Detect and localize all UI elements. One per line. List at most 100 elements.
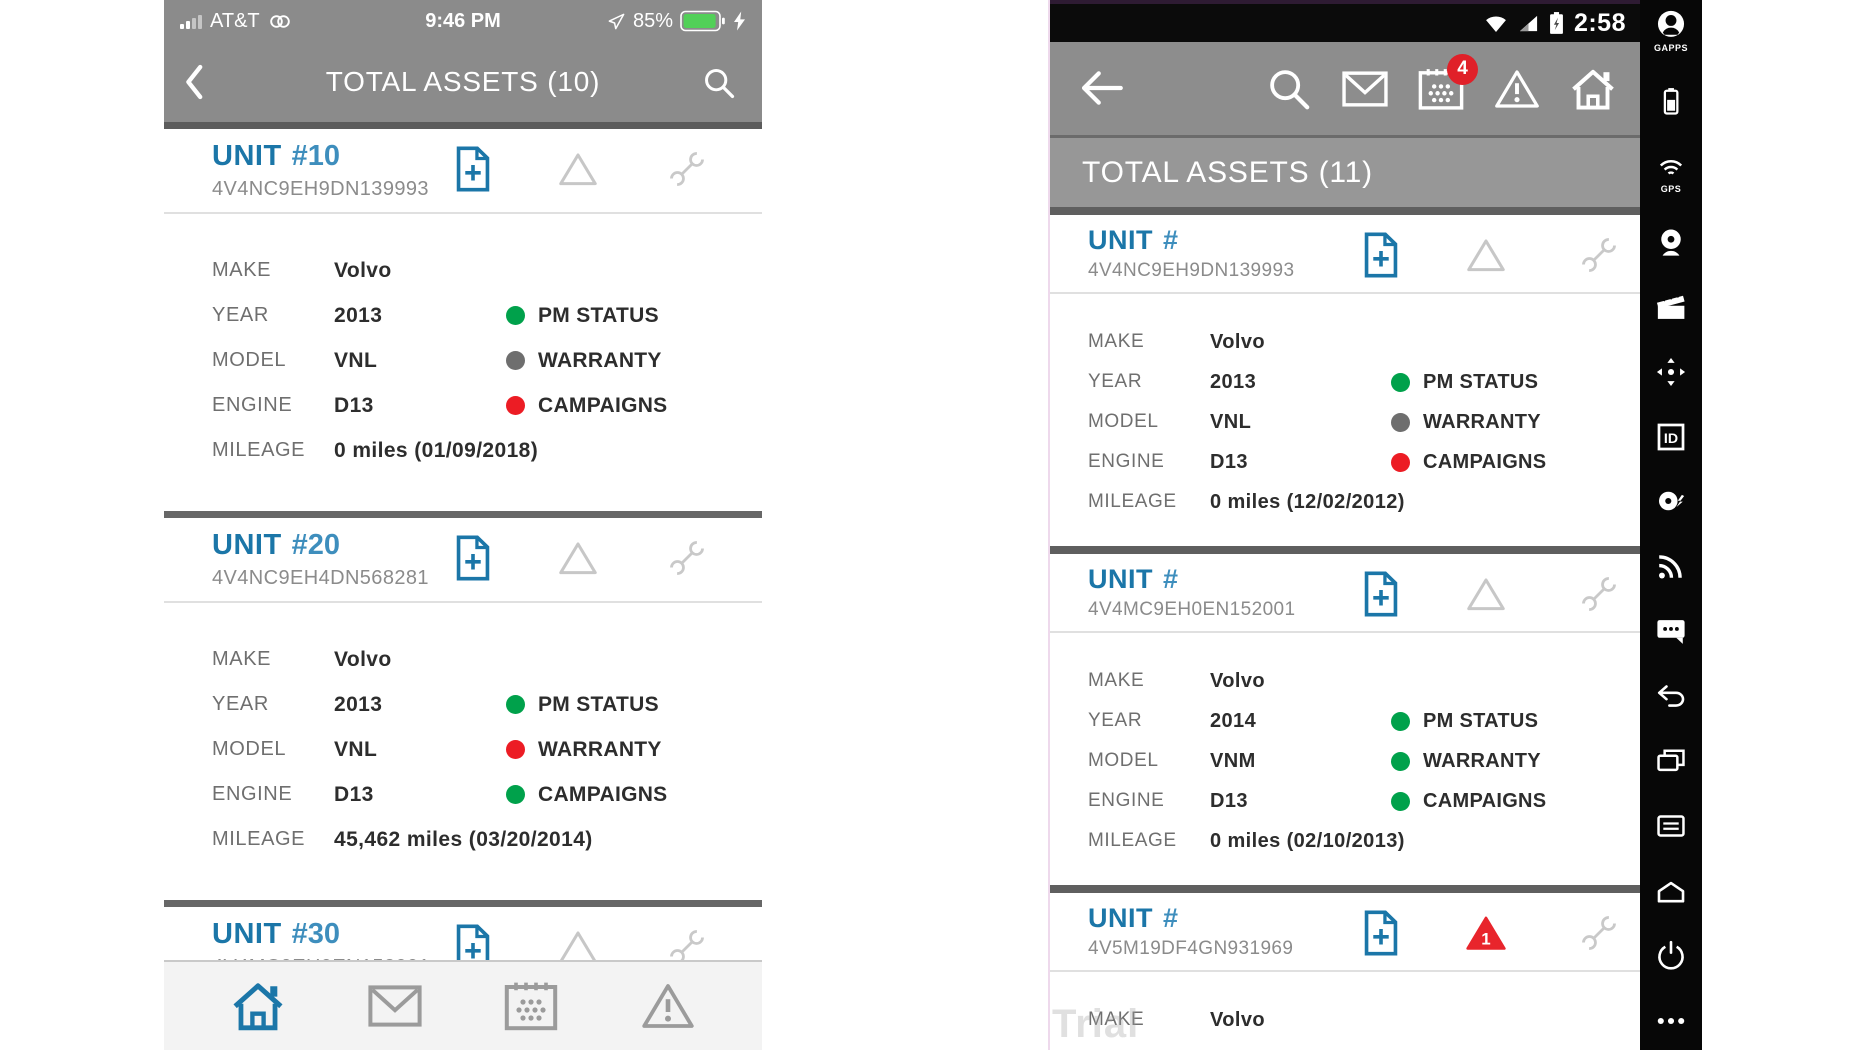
field-label: ENGINE	[1088, 451, 1165, 472]
add-document-icon[interactable]	[450, 532, 496, 584]
status-indicator: CAMPAIGNS	[506, 783, 748, 807]
back-button[interactable]	[1080, 69, 1126, 109]
status-label: WARRANTY	[1423, 410, 1541, 433]
field-label: YEAR	[212, 304, 269, 326]
search-button[interactable]	[1266, 66, 1312, 112]
field-value: 2013	[1210, 370, 1257, 393]
unit-number: #30	[291, 918, 341, 950]
gapps-icon[interactable]: GAPPS	[1654, 8, 1688, 53]
field-label: MILEAGE	[212, 439, 306, 461]
android-status-bar: 2:58	[1050, 4, 1640, 42]
card-separator	[164, 900, 762, 907]
divider	[1050, 631, 1640, 633]
status-label: CAMPAIGNS	[1423, 450, 1547, 473]
field-value: VNL	[1210, 410, 1252, 433]
alerts-tab-icon[interactable]	[641, 979, 695, 1033]
field-label: MAKE	[212, 259, 272, 281]
status-label: WARRANTY	[1423, 749, 1541, 772]
service-wrench-icon[interactable]	[1576, 568, 1622, 620]
status-indicator: PM STATUS	[1391, 710, 1626, 733]
calendar-tab-icon[interactable]	[504, 979, 558, 1033]
add-document-icon[interactable]	[1358, 229, 1404, 281]
unit-header[interactable]: UNIT #20 4V4NC9EH4DN568281	[164, 518, 762, 601]
status-indicator: PM STATUS	[506, 304, 748, 328]
field-value: 0 miles (12/02/2012)	[1210, 490, 1405, 513]
gps-icon[interactable]: GPS	[1654, 149, 1688, 194]
status-dot	[506, 306, 525, 325]
detail-row-mileage: MILEAGE 45,462 miles (03/20/2014)	[212, 817, 748, 862]
add-document-icon[interactable]	[450, 143, 496, 195]
card-separator	[1050, 546, 1640, 554]
page-title: TOTAL ASSETS (11)	[1082, 155, 1373, 189]
unit-header[interactable]: UNIT #10 4V4NC9EH9DN139993	[164, 129, 762, 212]
field-label: MODEL	[1088, 750, 1159, 771]
service-wrench-icon[interactable]	[664, 143, 710, 195]
camera-icon[interactable]	[1654, 225, 1688, 259]
nav-home-icon[interactable]	[1654, 874, 1688, 908]
detail-row-mileage: MILEAGE 0 miles (12/02/2012)	[1088, 482, 1626, 522]
remote-control-icon[interactable]	[1654, 355, 1688, 389]
status-label: PM STATUS	[1423, 709, 1539, 732]
unit-details: MAKE Volvo YEAR 2013 PM STATUS MODEL VNL WARRAN…	[164, 214, 762, 511]
battery-icon[interactable]	[1654, 84, 1688, 118]
svg-text:1: 1	[1481, 930, 1490, 949]
calendar-button[interactable]: 4	[1418, 53, 1478, 112]
trial-watermark: Trial	[1052, 1002, 1140, 1046]
back-button[interactable]	[184, 64, 204, 100]
asset-list: UNIT #4V4NC9EH9DN139993 MAKE Volvo YEAR 2013 P…	[1050, 215, 1640, 1050]
detail-row-year: YEAR2016PM STATUS	[1088, 1040, 1626, 1050]
detail-row-engine: ENGINE D13 CAMPAIGNS	[1088, 442, 1626, 482]
power-icon[interactable]	[1654, 939, 1688, 973]
unit-label: UNIT	[1088, 564, 1153, 594]
emulator-window-edge	[1050, 0, 1640, 4]
nav-menu-icon[interactable]	[1654, 809, 1688, 843]
status-label: CAMPAIGNS	[1423, 789, 1547, 812]
service-wrench-icon[interactable]	[664, 532, 710, 584]
add-document-icon[interactable]	[1358, 568, 1404, 620]
network-icon[interactable]	[1654, 549, 1688, 583]
service-wrench-icon[interactable]	[1576, 907, 1622, 959]
card-separator	[1050, 885, 1640, 893]
field-value: VNL	[334, 737, 378, 761]
detail-row-make: MAKE Volvo	[1088, 1000, 1626, 1040]
messages-button[interactable]	[1342, 66, 1388, 112]
unit-vin: 4V4NC9EH9DN139993	[212, 178, 429, 200]
home-button[interactable]	[1570, 66, 1616, 112]
identifiers-icon[interactable]: ID	[1654, 420, 1688, 454]
unit-header[interactable]: UNIT #4V4NC9EH9DN139993	[1050, 215, 1640, 292]
nav-back-icon[interactable]	[1654, 679, 1688, 713]
more-icon[interactable]	[1654, 1004, 1688, 1038]
messages-tab-icon[interactable]	[368, 979, 422, 1033]
field-label: MAKE	[1088, 670, 1145, 691]
status-indicator: PM STATUS	[1391, 371, 1626, 394]
detail-row-engine: ENGINE D13 CAMPAIGNS	[212, 772, 748, 817]
status-indicator: CAMPAIGNS	[506, 394, 748, 418]
unit-header[interactable]: UNIT #4V5M19DF4GN931969 1	[1050, 893, 1640, 970]
unit-label: UNIT	[1088, 903, 1153, 933]
divider	[1050, 207, 1640, 215]
detail-row-year: YEAR 2014 PM STATUS	[1088, 701, 1626, 741]
alert-triangle-icon[interactable]	[1463, 568, 1509, 620]
alert-triangle-icon[interactable]	[555, 143, 601, 195]
unit-label: UNIT	[212, 140, 282, 172]
alert-triangle-icon[interactable]	[555, 532, 601, 584]
alerts-button[interactable]	[1494, 66, 1540, 112]
status-dot	[1391, 791, 1410, 811]
hotspot-icon	[268, 13, 292, 30]
field-label: MODEL	[1088, 411, 1159, 432]
alert-triangle-icon[interactable]	[1463, 229, 1509, 281]
sms-icon[interactable]	[1654, 614, 1688, 648]
add-document-icon[interactable]	[1358, 907, 1404, 959]
field-value: 2013	[334, 692, 383, 716]
home-tab-icon[interactable]	[231, 979, 285, 1033]
nav-recents-icon[interactable]	[1654, 744, 1688, 778]
status-dot	[506, 785, 525, 804]
service-wrench-icon[interactable]	[1576, 229, 1622, 281]
search-button[interactable]	[702, 66, 736, 100]
screencast-icon[interactable]	[1654, 290, 1688, 324]
disk-io-icon[interactable]	[1654, 484, 1688, 518]
unit-header[interactable]: UNIT #4V4MC9EH0EN152001	[1050, 554, 1640, 631]
detail-row-make: MAKE Volvo	[212, 637, 748, 682]
alert-triangle-icon[interactable]: 1	[1463, 907, 1509, 959]
battery-icon	[680, 10, 726, 32]
